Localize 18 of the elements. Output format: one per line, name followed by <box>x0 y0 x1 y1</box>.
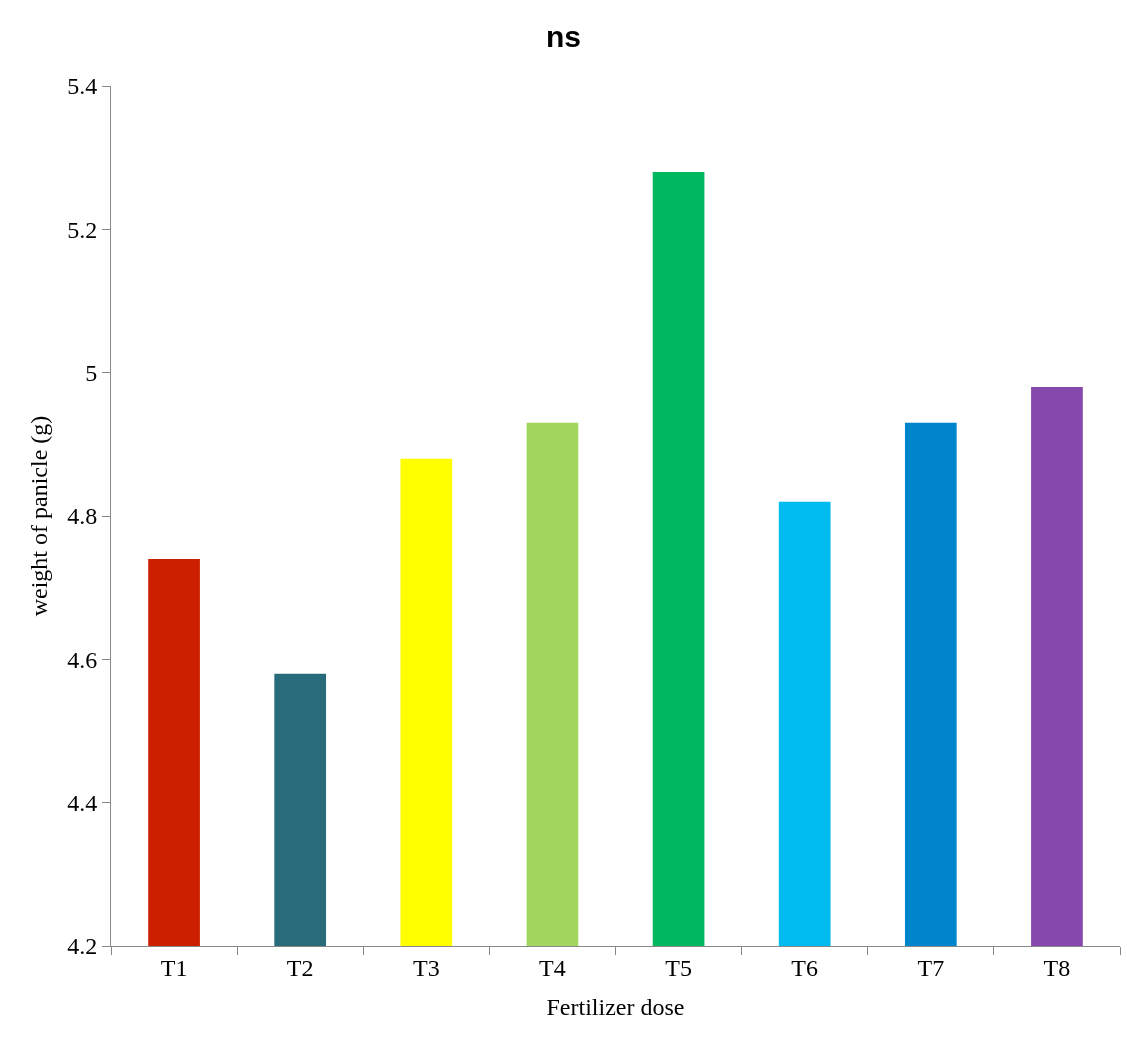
x-tick-label: T8 <box>1043 954 1071 981</box>
y-axis-title: weight of panicle (g) <box>26 415 53 617</box>
y-tick-label: 4.4 <box>67 790 98 817</box>
y-tick-label: 5.2 <box>67 216 98 243</box>
x-tick-label: T7 <box>917 954 945 981</box>
y-tick-label: 4.6 <box>67 646 98 673</box>
x-tick-label: T4 <box>539 954 566 981</box>
y-tick-label: 4.2 <box>67 933 98 960</box>
x-tick-label: T5 <box>665 954 692 981</box>
x-tick-label: T6 <box>791 954 819 981</box>
y-tick-label: 5.4 <box>67 73 98 100</box>
y-tick-label: 5 <box>85 360 98 387</box>
x-tick-label: T2 <box>286 954 314 981</box>
x-axis-title: Fertilizer dose <box>546 994 685 1021</box>
x-tick-label: T1 <box>160 954 188 981</box>
y-tick-label: 4.8 <box>67 503 98 530</box>
chart-title: ns <box>545 20 582 54</box>
x-tick-label: T3 <box>412 954 440 981</box>
